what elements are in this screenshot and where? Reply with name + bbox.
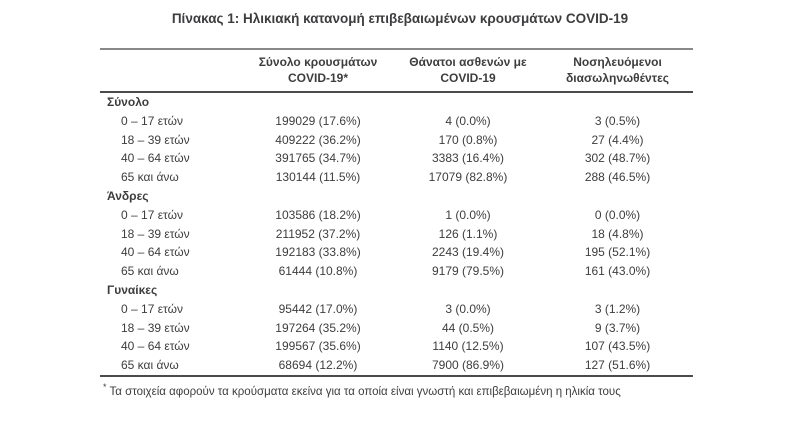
age-label: 65 και άνω <box>121 358 179 373</box>
deaths-value: 4 (0.0%) <box>445 113 491 128</box>
cases-value: 391765 (34.7%) <box>275 151 361 166</box>
cases-value: 103586 (18.2%) <box>275 207 361 222</box>
table-row: 65 και άνω 61444 (10.8%) 9179 (79.5%) 16… <box>100 262 693 281</box>
table-row: 0 – 17 ετών 199029 (17.6%) 4 (0.0%) 3 (0… <box>100 112 693 131</box>
age-label: 40 – 64 ετών <box>121 151 190 166</box>
footnote-asterisk-marker: * <box>103 382 107 392</box>
cases-value: 130144 (11.5%) <box>275 170 361 185</box>
cases-value: 61444 (10.8%) <box>278 264 358 279</box>
age-label: 18 – 39 ετών <box>121 226 190 241</box>
column-header-intubated: Νοσηλευόμενοι διασωληνωθέντες <box>542 48 693 93</box>
deaths-value: 170 (0.8%) <box>438 132 498 147</box>
section-label: Σύνολο <box>107 95 150 109</box>
footnote: * Τα στοιχεία αφορούν τα κρούσματα εκείνα… <box>103 380 703 400</box>
cases-value: 192183 (33.8%) <box>275 245 361 260</box>
intubated-value: 3 (1.2%) <box>594 301 641 316</box>
page-title: Πίνακας 1: Ηλικιακή κατανομή επιβεβαιωμέ… <box>171 11 629 26</box>
column-header-deaths: Θάνατοι ασθενών με COVID-19 <box>394 48 542 93</box>
column-header-line: Σύνολο κρουσμάτων <box>258 55 378 69</box>
cases-value: 95442 (17.0%) <box>278 301 358 316</box>
intubated-value: 302 (48.7%) <box>584 151 651 166</box>
deaths-value: 3383 (16.4%) <box>431 151 505 166</box>
deaths-value: 17079 (82.8%) <box>428 170 508 185</box>
age-label: 40 – 64 ετών <box>121 245 190 260</box>
table-row: 18 – 39 ετών 409222 (36.2%) 170 (0.8%) 2… <box>100 131 693 150</box>
table-header: Σύνολο κρουσμάτων COVID-19* Θάνατοι ασθε… <box>100 48 693 93</box>
section-label: Άνδρες <box>107 188 149 203</box>
cases-value: 68694 (12.2%) <box>278 358 358 373</box>
table-row: 65 και άνω 68694 (12.2%) 7900 (86.9%) 12… <box>100 356 693 376</box>
intubated-value: 288 (46.5%) <box>584 170 651 185</box>
intubated-value: 9 (3.7%) <box>594 320 641 335</box>
column-header-line: Θάνατοι ασθενών με <box>409 55 527 69</box>
age-label: 0 – 17 ετών <box>121 113 183 128</box>
table-row: 65 και άνω 130144 (11.5%) 17079 (82.8%) … <box>100 168 693 187</box>
deaths-value: 7900 (86.9%) <box>431 358 505 373</box>
intubated-value: 18 (4.8%) <box>591 226 644 241</box>
column-header-line: Νοσηλευόμενοι <box>573 55 662 69</box>
age-label: 65 και άνω <box>121 170 179 185</box>
cases-value: 211952 (37.2%) <box>275 226 361 241</box>
intubated-value: 127 (51.6%) <box>584 358 651 373</box>
table-row: 0 – 17 ετών 95442 (17.0%) 3 (0.0%) 3 (1.… <box>100 300 693 319</box>
age-label: 18 – 39 ετών <box>121 320 190 335</box>
cases-value: 409222 (36.2%) <box>275 132 361 147</box>
covid-age-table: Σύνολο κρουσμάτων COVID-19* Θάνατοι ασθε… <box>100 48 693 377</box>
table-row: 18 – 39 ετών 197264 (35.2%) 44 (0.5%) 9 … <box>100 319 693 338</box>
deaths-value: 1 (0.0%) <box>445 207 491 222</box>
age-label: 18 – 39 ετών <box>121 132 190 147</box>
deaths-value: 44 (0.5%) <box>441 320 495 335</box>
intubated-value: 107 (43.5%) <box>584 339 651 354</box>
deaths-value: 126 (1.1%) <box>438 226 498 241</box>
column-header-line: COVID-19 <box>440 71 496 85</box>
cases-value: 197264 (35.2%) <box>275 320 361 335</box>
deaths-value: 1140 (12.5%) <box>432 339 504 354</box>
table-row: 18 – 39 ετών 211952 (37.2%) 126 (1.1%) 1… <box>100 225 693 244</box>
table-row: 40 – 64 ετών 391765 (34.7%) 3383 (16.4%)… <box>100 149 693 168</box>
footnote-text: Τα στοιχεία αφορούν τα κρούσματα εκείνα … <box>109 385 621 398</box>
intubated-value: 161 (43.0%) <box>584 264 651 279</box>
intubated-value: 27 (4.4%) <box>591 132 644 147</box>
section-row-total: Σύνολο <box>100 92 693 112</box>
age-label: 65 και άνω <box>121 264 179 279</box>
section-label: Γυναίκες <box>107 282 158 297</box>
intubated-value: 3 (0.5%) <box>594 113 641 128</box>
intubated-value: 195 (52.1%) <box>584 245 651 260</box>
section-row-women: Γυναίκες <box>100 281 693 300</box>
table-row: 40 – 64 ετών 192183 (33.8%) 2243 (19.4%)… <box>100 243 693 262</box>
age-label: 0 – 17 ετών <box>121 301 183 316</box>
column-header-line: διασωληνωθέντες <box>565 71 669 85</box>
table-row: 0 – 17 ετών 103586 (18.2%) 1 (0.0%) 0 (0… <box>100 206 693 225</box>
column-header-line: COVID-19* <box>287 71 349 85</box>
column-header-empty <box>100 48 242 93</box>
age-label: 0 – 17 ετών <box>121 207 183 222</box>
table-body: Σύνολο 0 – 17 ετών 199029 (17.6%) 4 (0.0… <box>100 92 693 376</box>
cases-value: 199029 (17.6%) <box>275 113 361 128</box>
cases-value: 199567 (35.6%) <box>275 339 361 354</box>
deaths-value: 9179 (79.5%) <box>431 264 505 279</box>
table-row: 40 – 64 ετών 199567 (35.6%) 1140 (12.5%)… <box>100 337 693 356</box>
column-header-total-cases: Σύνολο κρουσμάτων COVID-19* <box>242 48 394 93</box>
age-label: 40 – 64 ετών <box>121 339 190 354</box>
section-row-men: Άνδρες <box>100 187 693 206</box>
deaths-value: 3 (0.0%) <box>445 301 491 316</box>
intubated-value: 0 (0.0%) <box>594 207 641 222</box>
deaths-value: 2243 (19.4%) <box>431 245 505 260</box>
